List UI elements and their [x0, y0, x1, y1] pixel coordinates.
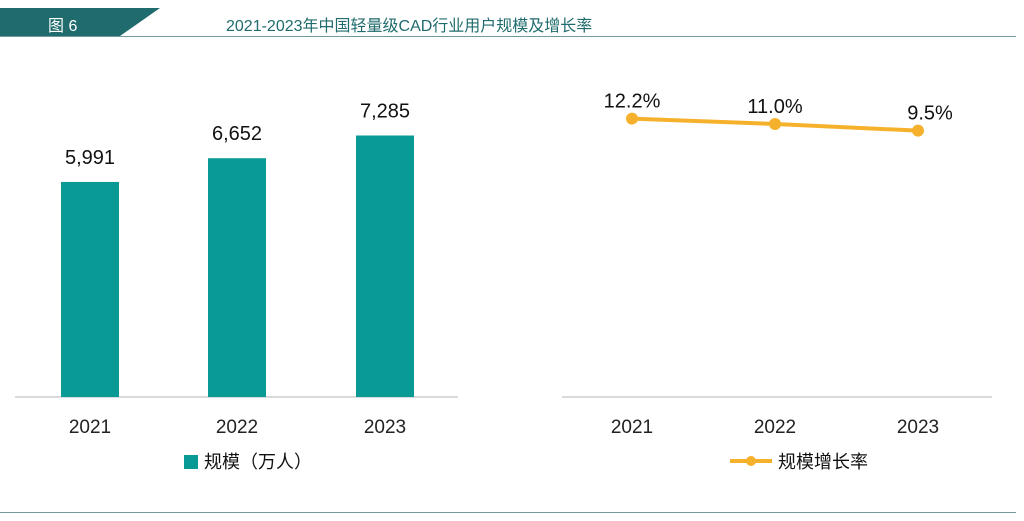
bar-value-label: 6,652 — [212, 123, 262, 145]
bar-value-label: 5,991 — [65, 147, 115, 169]
figure-label: 图 6 — [48, 18, 78, 35]
growth-value-label: 11.0% — [747, 96, 802, 118]
legend-swatch — [184, 455, 198, 469]
x-tick-label: 2022 — [754, 417, 796, 438]
x-tick-label: 2023 — [897, 417, 939, 438]
line-legend: 规模增长率 — [730, 452, 868, 472]
bar-chart: 5,991 2021 6,652 2022 7,285 2023 规模（万人） — [15, 100, 458, 472]
legend-label: 规模增长率 — [778, 452, 868, 472]
header: 图 6 2021-2023年中国轻量级CAD行业用户规模及增长率 — [0, 0, 1024, 40]
bar-2023 — [356, 135, 414, 397]
growth-value-label: 12.2% — [604, 91, 661, 113]
bar-value-label: 7,285 — [360, 100, 410, 122]
bar-2021 — [61, 181, 119, 397]
x-tick-label: 2021 — [69, 417, 111, 438]
bar-2022 — [208, 158, 266, 397]
growth-point-2023 — [912, 124, 924, 137]
bar-legend: 规模（万人） — [184, 452, 312, 472]
x-tick-label: 2023 — [364, 417, 406, 438]
figure-badge-shape — [0, 8, 160, 36]
page-title: 2021-2023年中国轻量级CAD行业用户规模及增长率 — [226, 18, 593, 35]
growth-point-2021 — [626, 112, 638, 125]
growth-point-2022 — [769, 117, 781, 130]
header-rule — [0, 36, 1016, 37]
line-chart: 12.2% 2021 11.0% 2022 9.5% 2023 规模增长率 — [562, 91, 992, 472]
legend-marker — [746, 456, 756, 466]
growth-value-label: 9.5% — [907, 103, 953, 125]
legend-label: 规模（万人） — [204, 452, 312, 472]
x-tick-label: 2021 — [611, 417, 653, 438]
figure-badge — [0, 8, 160, 36]
footer-rule — [0, 512, 1016, 513]
x-tick-label: 2022 — [216, 417, 258, 438]
